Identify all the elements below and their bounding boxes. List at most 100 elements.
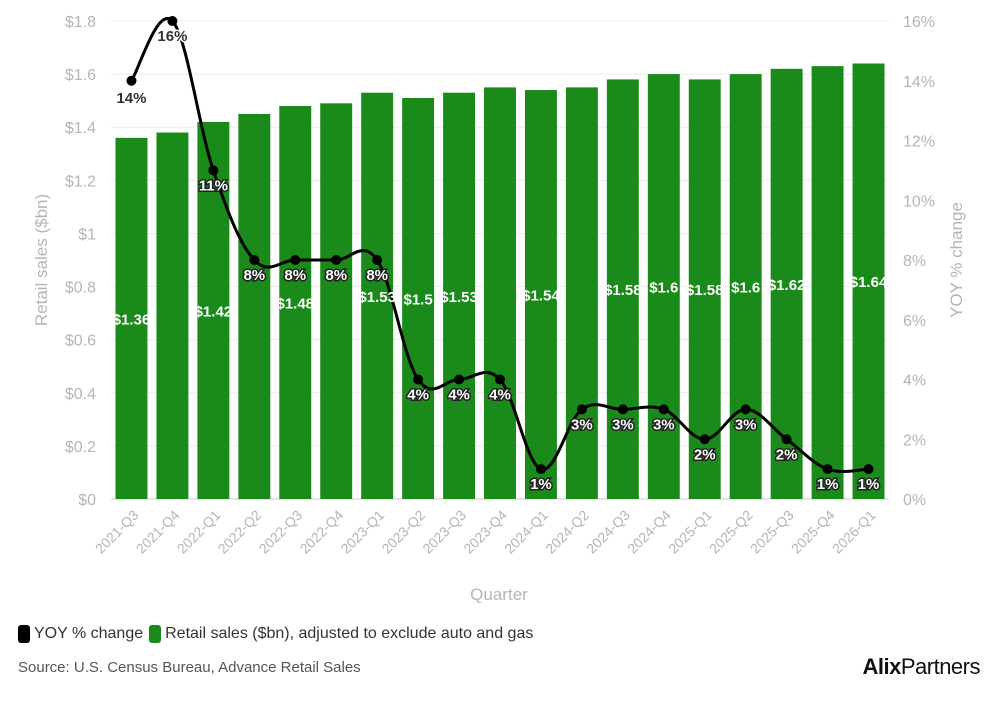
y-tick-label: $1 [78,226,96,243]
y-tick-label: $1.8 [65,14,96,31]
y2-tick-label: 2% [903,432,926,449]
bar-data-label: $1.58 [604,282,642,299]
line-data-label: 8% [366,267,388,284]
yoy-point [535,464,546,475]
y2-tick-label: 12% [903,134,935,151]
line-data-label: 16% [157,28,187,45]
x-tick-label: 2026-Q1 [829,507,879,557]
x-tick-label: 2022-Q1 [174,507,224,557]
bar-data-label: $1.36 [113,311,151,328]
x-tick-label: 2022-Q4 [296,507,346,557]
yoy-point [699,434,710,445]
bar [524,90,557,500]
x-tick-label: 2025-Q2 [706,507,756,557]
bar [852,63,885,499]
bar [320,103,353,500]
bar-data-label: $1.64 [850,274,888,291]
yoy-point [454,374,465,385]
x-tick-label: 2025-Q1 [665,507,715,557]
bar [279,105,312,499]
bar [156,132,189,500]
legend-item-yoy[interactable]: YOY % change [18,625,143,643]
bar [811,66,844,500]
bar [606,79,639,499]
bar [688,79,721,499]
y2-tick-label: 14% [903,74,935,91]
x-tick-label: 2025-Q4 [788,507,838,557]
line-data-label: 14% [116,90,146,107]
yoy-point [413,374,424,385]
x-tick-label: 2024-Q3 [583,507,633,557]
bar [770,68,803,500]
legend-swatch-yoy [18,625,30,643]
x-tick-label: 2025-Q3 [747,507,797,557]
line-data-label: 8% [243,267,265,284]
bar [484,87,516,499]
line-data-label: 1% [530,476,552,493]
y-tick-label: $0.8 [65,280,96,297]
bar-data-label: $1.5 [404,292,433,309]
bar [197,121,230,500]
y2-tick-label: 4% [903,373,926,390]
y-tick-label: $1.2 [65,173,96,190]
x-tick-label: 2024-Q1 [501,507,551,557]
bar [402,98,435,499]
bar-data-label: $1.6 [649,280,678,297]
line-data-label: 1% [817,476,839,493]
yoy-point [126,75,137,86]
line-data-label: 2% [776,446,798,463]
line-data-label: 3% [612,416,634,433]
y-tick-label: $1.6 [65,67,96,84]
chart: $1.36 $1.42 $1.48 $1.53 $1.5 $1.53 $1.54 $1.58 $… [32,14,966,604]
y2-axis-title: YOY % change [947,202,966,318]
bar [565,87,598,499]
bar [115,137,148,499]
legend-item-sales[interactable]: Retail sales ($bn), adjusted to exclude … [149,625,533,643]
x-tick-label: 2021-Q4 [133,507,183,557]
bar-data-label: $1.53 [358,289,396,306]
y2-tick-label: 10% [903,193,935,210]
x-axis-title: Quarter [470,585,528,604]
bar [647,74,680,499]
yoy-point [208,165,219,176]
logo-part-light: Partners [900,654,981,679]
x-tick-label: 2023-Q4 [460,507,510,557]
y-tick-label: $0 [78,492,96,509]
yoy-point [249,255,260,265]
yoy-point [658,404,669,415]
x-tick-label: 2023-Q3 [419,507,469,557]
yoy-point [167,16,178,26]
line-data-label: 3% [653,416,675,433]
bar-data-label: $1.54 [522,288,560,305]
bar-data-labels: $1.36 $1.42 $1.48 $1.53 $1.5 $1.53 $1.54 $1.58 $… [113,274,888,328]
bar-data-label: $1.53 [440,289,478,306]
x-tick-label: 2022-Q2 [215,507,265,557]
line-data-label: 1% [858,476,880,493]
y-axis-left: $0 $0.2 $0.4 $0.6 $0.8 $1 $1.2 $1.4 $1.6 $1.8 [65,14,96,509]
x-tick-label: 2022-Q3 [256,507,306,557]
bars [115,63,885,500]
line-data-label: 3% [571,416,593,433]
y-tick-label: $0.2 [65,439,96,456]
yoy-point [740,404,751,415]
y-tick-label: $0.6 [65,333,96,350]
yoy-line [126,16,874,475]
alixpartners-logo: AlixPartners [862,654,980,680]
yoy-point [290,255,301,265]
logo-part-bold: Alix [862,654,901,679]
source-note: Source: U.S. Census Bureau, Advance Reta… [18,659,361,676]
line-data-label: 2% [694,446,716,463]
yoy-point [576,404,587,415]
line-data-labels: 14% 16% 11% 8% 8% 8% 8% 4% 4% 4% 1% 3% 3% 3% 2% 3% 2% 1% 1… [115,27,881,495]
bar [361,92,394,499]
legend: YOY % change Retail sales ($bn), adjuste… [18,625,539,643]
line-data-label: 8% [325,267,347,284]
line-data-label: 4% [448,387,470,404]
y-tick-label: $0.4 [65,386,96,403]
yoy-point [781,434,792,445]
line-data-label: 4% [489,387,511,404]
yoy-point [331,255,342,265]
line-data-label: 4% [407,387,429,404]
bar [729,74,762,499]
x-tick-label: 2024-Q2 [542,507,592,557]
